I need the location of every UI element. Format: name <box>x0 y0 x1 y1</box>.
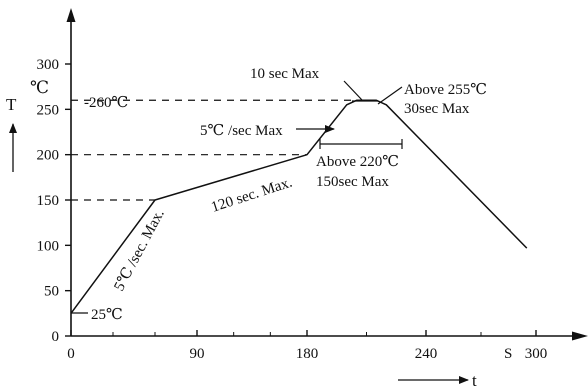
series-line <box>70 99 528 314</box>
annot-peak-time: 10 sec Max <box>250 66 320 82</box>
y-axis-unit: ℃ <box>30 78 49 97</box>
annot-above220-time: 150sec Max <box>316 174 389 190</box>
y-tick-label: 0 <box>52 329 60 345</box>
x-tick-label: 0 <box>67 346 75 362</box>
y-tick-label: 50 <box>44 284 59 300</box>
y-tick-label: 300 <box>37 57 60 73</box>
annot-above220: Above 220℃ <box>316 154 399 170</box>
annot-above255: Above 255℃ <box>404 82 487 98</box>
y-axis-arrow <box>66 8 76 22</box>
ref-label-260: -260℃ <box>84 95 128 111</box>
y-tick-label: 200 <box>37 148 60 164</box>
reference-lines <box>71 99 357 201</box>
x-extra-label: S <box>504 346 512 362</box>
x-ticks: 0 90 180 240 300 <box>67 330 547 362</box>
annot-ramp2: 5℃ /sec Max <box>200 123 283 139</box>
y-tick-label: 100 <box>37 238 60 254</box>
x-axis-arrow <box>572 331 588 341</box>
annot-above255-leader <box>377 86 403 105</box>
x-axis-label: t <box>472 371 477 387</box>
x-tick-label: 90 <box>190 346 205 362</box>
y-axis-label: T <box>6 95 17 114</box>
y-ticks: 0 50 100 150 200 250 300 <box>37 57 71 345</box>
annot-above255-time: 30sec Max <box>404 101 470 117</box>
annot-peak-time-leader <box>343 80 363 101</box>
x-tick-label: 180 <box>296 346 319 362</box>
y-tick-label: 250 <box>37 102 60 118</box>
annot-25c: 25℃ <box>91 307 123 323</box>
y-tick-label: 150 <box>37 193 60 209</box>
x-tick-label: 240 <box>415 346 438 362</box>
x-tick-label: 300 <box>525 346 548 362</box>
